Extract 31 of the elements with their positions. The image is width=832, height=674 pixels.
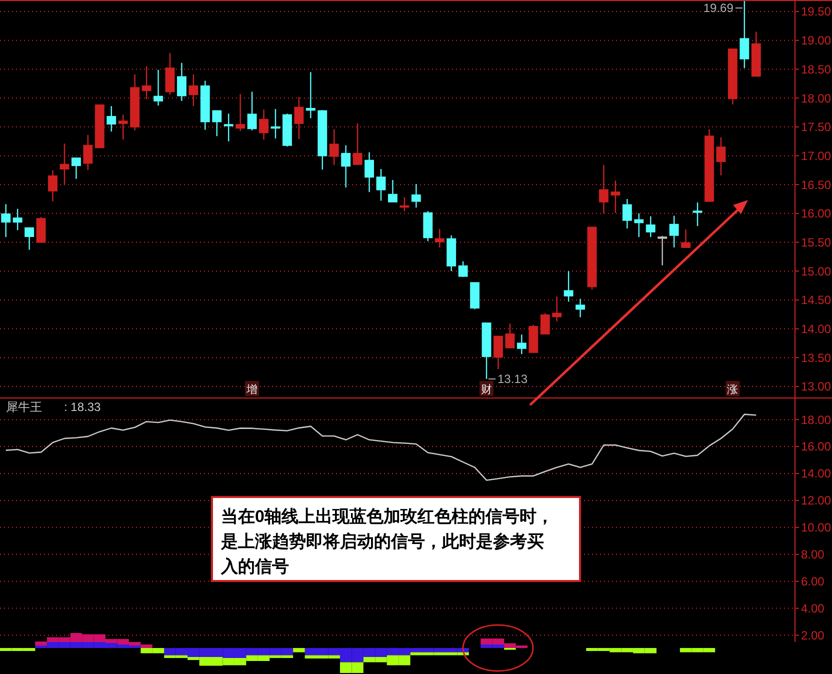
y-tick-label: 2.00 [801,628,825,642]
y-tick-label: 17.50 [801,120,832,134]
y-tick-label: 14.00 [801,322,832,336]
y-tick-label: 19.50 [801,4,832,19]
annotation: : 18.33 [64,400,102,414]
y-tick-label: 15.00 [801,264,832,278]
annotation: 当在0轴线上出现蓝色加玫红色柱的信号时，是上涨趋势即将启动的信号，此时是参考买入的信号 [220,507,554,576]
y-tick-label: 16.00 [801,206,832,221]
y-tick-label: 14.00 [801,466,832,481]
x-tick-label: 财 [481,383,492,396]
y-tick-label: 15.50 [801,235,832,250]
y-tick-label: 18.00 [801,412,832,427]
y-tick-label: 18.50 [801,62,832,76]
y-tick-label: 19.00 [801,34,832,48]
y-tick-label: 12.00 [801,494,832,508]
annotation: 19.69 [703,1,734,16]
y-tick-label: 8.00 [801,548,825,562]
y-tick-label: 4.00 [801,602,825,616]
y-tick-label: 18.00 [801,91,832,106]
x-tick-label: 涨 [727,384,738,396]
y-tick-label: 16.00 [801,440,832,454]
y-tick-label: 14.50 [801,293,832,308]
y-tick-label: 16.50 [801,178,832,192]
y-tick-label: 13.50 [801,350,832,365]
annotation: 13.13 [498,372,528,386]
text: 犀牛王 [6,400,42,414]
y-tick-label: 6.00 [801,574,825,589]
y-tick-label: 10.00 [801,520,832,535]
y-tick-label: 17.00 [801,148,832,163]
y-tick-label: 13.00 [801,380,832,394]
x-tick-label: 增 [246,384,258,396]
